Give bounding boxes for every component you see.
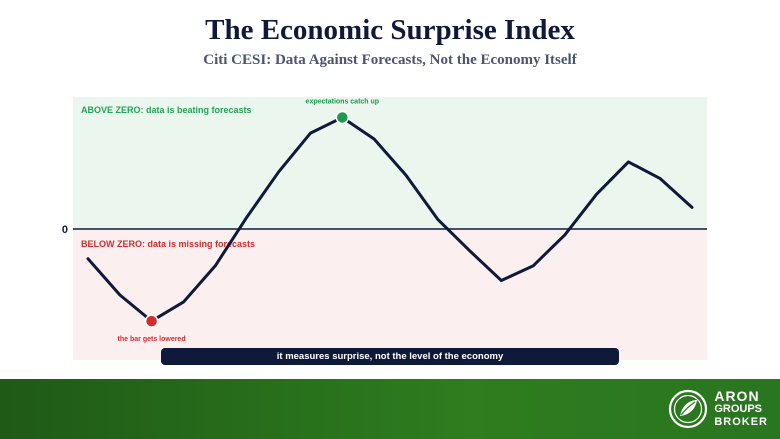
leaf-logo-icon (669, 389, 708, 429)
negative-zone (73, 229, 707, 360)
below-zero-label: BELOW ZERO: data is missing forecasts (81, 239, 255, 249)
zero-label: 0 (62, 224, 68, 236)
series-line (86, 116, 694, 323)
above-zero-label: ABOVE ZERO: data is beating forecasts (81, 105, 252, 115)
brand-logo-group[interactable]: ARON GROUPS BROKER (668, 387, 768, 431)
highlight-point-1 (335, 110, 350, 125)
highlight-point-0 (144, 314, 159, 328)
positive-zone (73, 97, 707, 229)
chart-title: The Economic Surprise Index (205, 14, 575, 46)
caption-bar: it measures surprise, not the level of t… (161, 348, 619, 365)
chart: 0 ABOVE ZERO: data is beating forecasts … (62, 97, 707, 360)
footer-band: ARON GROUPS BROKER (0, 379, 780, 439)
highlight-label-1: expectations catch up (306, 98, 380, 105)
chart-subtitle: Citi CESI: Data Against Forecasts, Not t… (203, 52, 577, 68)
brand-name-line2: GROUPS (714, 402, 763, 415)
brand-name-line3: BROKER (714, 415, 768, 428)
highlight-label-0: the bar gets lowered (118, 336, 186, 343)
brand-name-line1: ARON (714, 387, 760, 404)
